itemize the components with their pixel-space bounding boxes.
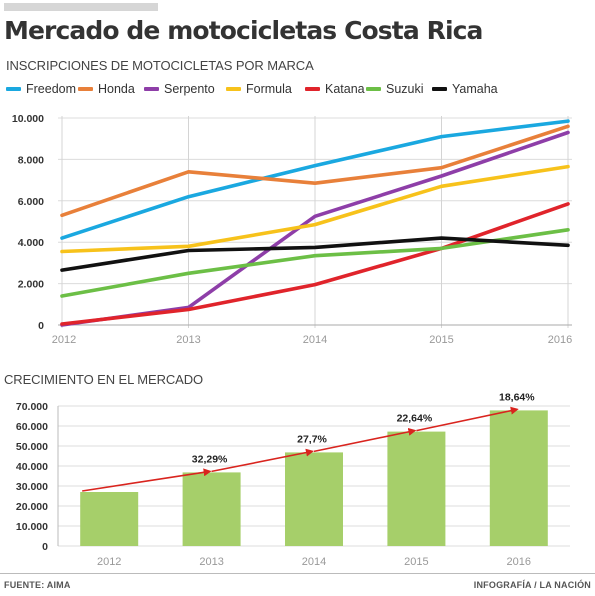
series-line-freedom	[60, 119, 570, 240]
top-accent-bar	[4, 3, 158, 11]
y-tick-label: 10.000	[12, 113, 44, 125]
legend-label: Suzuki	[386, 82, 424, 96]
legend-label: Katana	[325, 82, 365, 96]
y-tick-label: 6.000	[18, 196, 44, 208]
x-tick-label: 2015	[404, 556, 428, 568]
line-chart-title: INSCRIPCIONES DE MOTOCICLETAS POR MARCA	[6, 58, 314, 73]
y-tick-label: 2.000	[18, 279, 44, 291]
bar-chart-title: CRECIMIENTO EN EL MERCADO	[4, 372, 204, 387]
series-line-formula	[60, 164, 570, 254]
legend-label: Formula	[246, 82, 292, 96]
y-tick-label: 8.000	[18, 154, 44, 166]
growth-arrow	[416, 406, 519, 432]
legend-swatch	[305, 87, 320, 91]
x-tick-label: 2012	[52, 334, 76, 346]
growth-label: 18,64%	[499, 391, 535, 403]
series-line-katana	[60, 202, 570, 326]
bar-2015	[387, 431, 446, 546]
credit-note: INFOGRAFÍA / LA NACIÓN	[473, 580, 591, 590]
y-tick-label: 30.000	[16, 481, 48, 493]
bar-2013	[182, 472, 241, 546]
bar-chart: 0 10.000 20.000 30.000 40.000 50.000 60.000 70.…	[16, 391, 570, 568]
bar-2016	[489, 410, 548, 546]
y-tick-label: 50.000	[16, 441, 48, 453]
legend-item-formula: Formula	[226, 80, 292, 98]
legend-item-honda: Honda	[78, 80, 135, 98]
x-tick-label: 2014	[303, 334, 327, 346]
x-tick-label: 2016	[507, 556, 531, 568]
y-tick-label: 4.000	[18, 237, 44, 249]
series-line-yamaha	[60, 236, 570, 272]
x-tick-label: 2014	[302, 556, 326, 568]
y-tick-label: 60.000	[16, 421, 48, 433]
source-note: FUENTE: AIMA	[4, 580, 71, 590]
y-tick-label: 20.000	[16, 501, 48, 513]
y-tick-label: 0	[38, 320, 44, 332]
page-title: Mercado de motocicletas Costa Rica	[4, 16, 483, 45]
legend-label: Honda	[98, 82, 135, 96]
series-line-honda	[60, 124, 570, 218]
legend-swatch	[78, 87, 93, 91]
legend-item-katana: Katana	[305, 80, 365, 98]
legend-item-yamaha: Yamaha	[432, 80, 498, 98]
line-chart-legend: Freedom Honda Serpento Formula Katana Suzuki Y…	[0, 80, 595, 98]
x-tick-label: 2016	[548, 334, 572, 346]
growth-arrow	[211, 448, 314, 473]
legend-item-suzuki: Suzuki	[366, 80, 424, 98]
y-tick-label: 70.000	[16, 401, 48, 413]
legend-label: Serpento	[164, 82, 215, 96]
bar-2012	[80, 492, 139, 546]
growth-arrow	[82, 468, 212, 492]
y-tick-label: 10.000	[16, 521, 48, 533]
x-tick-label: 2013	[176, 334, 200, 346]
x-tick-label: 2015	[429, 334, 453, 346]
legend-item-freedom: Freedom	[6, 80, 76, 98]
legend-item-serpento: Serpento	[144, 80, 215, 98]
legend-swatch	[366, 87, 381, 91]
x-tick-label: 2013	[199, 556, 223, 568]
legend-label: Yamaha	[452, 82, 498, 96]
growth-label: 22,64%	[397, 413, 433, 425]
growth-label: 27,7%	[297, 433, 327, 445]
growth-arrow	[313, 427, 417, 453]
y-tick-label: 40.000	[16, 461, 48, 473]
legend-swatch	[6, 87, 21, 91]
legend-label: Freedom	[26, 82, 77, 96]
legend-swatch	[144, 87, 159, 91]
growth-label: 32,29%	[192, 453, 228, 465]
footer-divider	[0, 573, 595, 574]
line-chart: 0 2.000 4.000 6.000 8.000 10.000 2012 2013 2014 2…	[12, 113, 572, 346]
legend-swatch	[432, 87, 447, 91]
bar-2014	[285, 452, 343, 546]
x-tick-label: 2012	[97, 556, 121, 568]
legend-swatch	[226, 87, 241, 91]
y-tick-label: 0	[42, 541, 48, 553]
